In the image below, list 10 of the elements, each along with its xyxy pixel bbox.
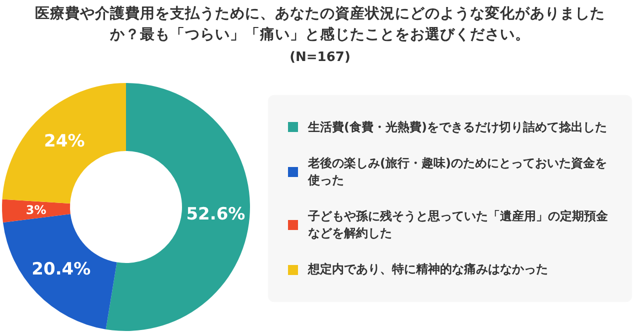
legend-label: 想定内であり、特に精神的な痛みはなかった bbox=[308, 261, 548, 278]
data-label: 3% bbox=[26, 202, 46, 217]
data-label: 52.6% bbox=[186, 204, 246, 224]
data-label: 20.4% bbox=[32, 259, 91, 280]
legend-label: 子どもや孫に残そうと思っていた「遺産用」の定期預金などを解約した bbox=[308, 208, 609, 242]
chart-subtitle: (N=167) bbox=[288, 50, 352, 65]
chart-title: 医療費や介護費用を支払うために、あなたの資産状況にどのような変化がありましたか？最も「つらい」「痛い」と感じたことをお選びください。 bbox=[34, 4, 606, 45]
data-label: 24% bbox=[44, 131, 85, 152]
legend-label: 老後の楽しみ(旅行・趣味)のためにとっておいた資金を使った bbox=[308, 154, 608, 189]
legend-label: 生活費(食費・光熱費)をできるだけ切り詰めて捻出した bbox=[308, 118, 607, 136]
